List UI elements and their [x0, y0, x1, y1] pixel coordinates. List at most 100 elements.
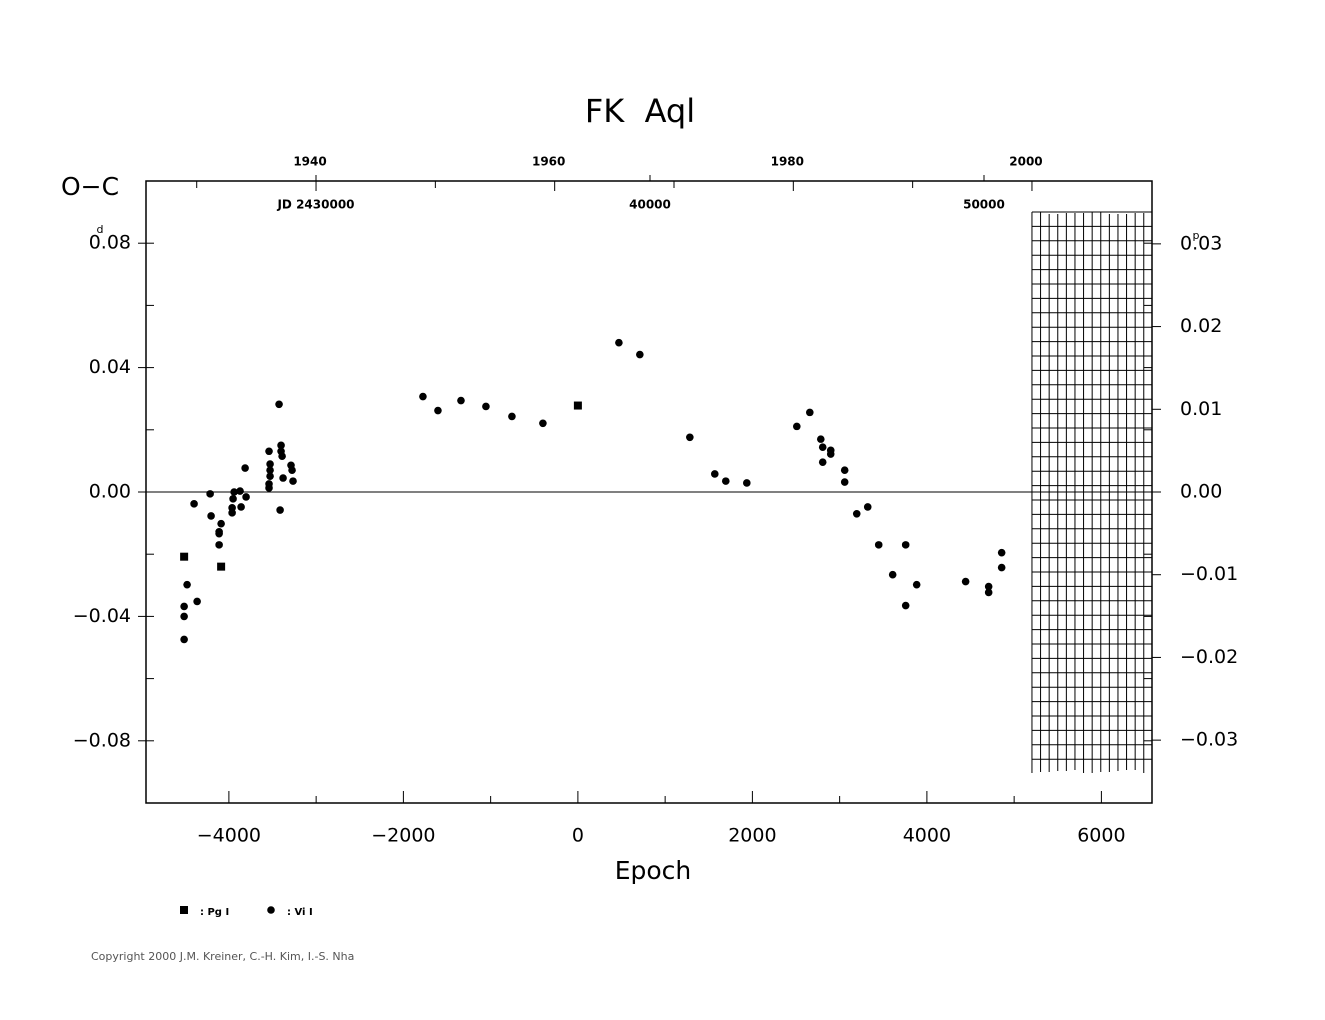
point: [997, 563, 1006, 572]
point: [539, 419, 547, 428]
y-tick-label: 0.00: [89, 481, 131, 503]
point: [615, 338, 623, 347]
legend-marker: [180, 906, 188, 914]
y2-tick-label: 0.01: [1180, 398, 1222, 420]
point: [276, 506, 284, 514]
x-tick-label: 2000: [728, 825, 776, 847]
point: [816, 435, 825, 443]
point: [183, 580, 191, 589]
point: [840, 466, 849, 475]
point: [180, 635, 188, 644]
point: [434, 406, 442, 415]
point: [840, 478, 849, 486]
y2-tick-label: 0.02: [1180, 315, 1222, 337]
x-axis-label: Epoch: [615, 856, 692, 885]
point: [852, 509, 861, 518]
point: [793, 422, 801, 431]
point: [961, 577, 970, 586]
point: [806, 408, 814, 417]
point: [241, 464, 249, 472]
point: [888, 570, 897, 579]
y2-unit: p: [1193, 229, 1200, 242]
point: [266, 472, 274, 480]
year-tick-label: 1980: [771, 155, 804, 169]
y-tick-label: 0.08: [89, 232, 131, 254]
point: [419, 392, 427, 401]
point: [912, 580, 921, 589]
point: [279, 474, 287, 482]
point: [180, 602, 188, 611]
point: [482, 402, 490, 411]
y-tick-label: −0.04: [73, 605, 131, 627]
y2-tick-label: 0.00: [1180, 481, 1222, 503]
point: [215, 529, 223, 538]
point: [289, 477, 297, 485]
point: [237, 503, 245, 511]
point: [265, 484, 273, 492]
point: [236, 487, 244, 495]
point: [215, 541, 223, 549]
point: [190, 500, 198, 508]
point: [207, 512, 215, 520]
legend-marker: [267, 906, 275, 914]
copyright: Copyright 2000 J.M. Kreiner, C.-H. Kim, …: [91, 950, 354, 963]
jd-tick-label: 50000: [963, 198, 1005, 212]
legend-label: : Pg I: [200, 907, 229, 918]
point: [193, 597, 201, 606]
y2-tick-label: −0.01: [1180, 563, 1238, 585]
year-tick-label: 1940: [293, 155, 326, 169]
point: [863, 503, 872, 511]
year-tick-label: 1960: [532, 155, 565, 169]
x-tick-label: −2000: [371, 825, 435, 847]
legend-label: : Vi I: [287, 907, 313, 918]
point: [266, 460, 274, 468]
point: [573, 401, 582, 410]
year-tick-label: 2000: [1009, 155, 1042, 169]
point: [229, 495, 237, 503]
x-tick-label: 6000: [1077, 825, 1125, 847]
point: [826, 450, 835, 458]
point: [242, 493, 250, 501]
point: [275, 400, 283, 409]
point: [265, 447, 273, 456]
point: [288, 466, 296, 475]
y2-tick-label: −0.02: [1180, 646, 1238, 668]
point: [818, 458, 827, 466]
point: [901, 601, 910, 610]
jd-tick-label: 40000: [629, 198, 671, 212]
y-axis-label: O−C: [61, 172, 119, 201]
point: [743, 479, 751, 487]
x-tick-label: −4000: [197, 825, 261, 847]
y2-tick-label: 0.03: [1180, 232, 1222, 254]
point: [984, 582, 993, 591]
point: [457, 396, 465, 405]
point: [818, 443, 827, 452]
point: [636, 350, 644, 359]
y-unit: d: [97, 223, 104, 236]
point: [230, 488, 238, 496]
y2-tick-label: −0.03: [1180, 729, 1238, 751]
y-tick-label: 0.04: [89, 356, 131, 378]
point: [984, 588, 993, 597]
point: [710, 470, 719, 478]
point: [206, 490, 214, 498]
point: [217, 519, 225, 528]
point: [277, 441, 285, 450]
point: [266, 466, 274, 475]
point: [228, 509, 236, 517]
y-tick-label: −0.08: [73, 729, 131, 751]
point: [508, 412, 516, 421]
point: [278, 452, 286, 461]
x-tick-label: 4000: [903, 825, 951, 847]
jd-tick-label: JD 2430000: [276, 198, 354, 212]
chart-title: FK Aql: [585, 92, 695, 130]
point: [874, 541, 883, 549]
point: [217, 562, 226, 571]
point: [180, 612, 188, 621]
point: [721, 477, 730, 485]
point: [180, 552, 189, 561]
point: [686, 433, 694, 442]
point: [901, 541, 910, 549]
point: [997, 548, 1006, 557]
